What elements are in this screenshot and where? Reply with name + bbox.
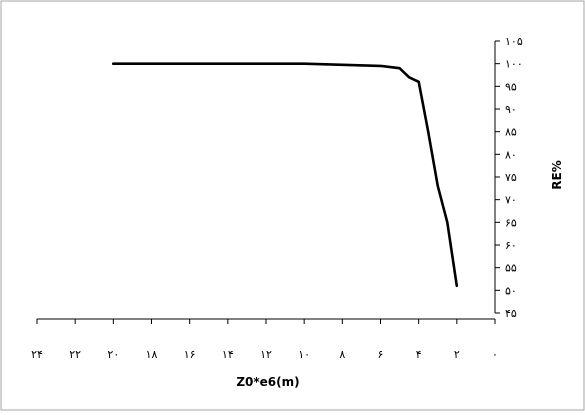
y-tick-label: ۸۵ — [505, 126, 517, 139]
x-tick-label: ۲۰ — [107, 348, 119, 361]
y-axis-label: RE% — [550, 160, 564, 189]
data-point — [399, 67, 401, 69]
data-point — [418, 81, 420, 83]
y-tick-label: ۵۰ — [505, 284, 517, 297]
y-tick-label: ۸۰ — [505, 148, 517, 161]
x-tick-label: ۶ — [378, 348, 384, 361]
data-point — [303, 63, 305, 65]
y-tick-label: ۹۰ — [505, 103, 517, 116]
y-tick-label: ۱۰۵ — [505, 35, 523, 48]
x-tick-label: ۰ — [492, 348, 498, 361]
x-tick-label: ۴ — [416, 348, 422, 361]
x-tick-label: ۲۴ — [31, 348, 43, 361]
x-axis-label: Z0*e6(m) — [236, 375, 299, 389]
x-tick-label: ۱۸ — [146, 348, 158, 361]
y-axis: ۱۰۵ ۱۰۰ ۹۵ ۹۰ ۸۵ ۸۰ ۷۵ ۷۰ ۶۵ ۶۰ ۵۵ ۵۰ ۴۵ — [494, 35, 523, 320]
series-layer — [112, 62, 459, 288]
y-tick-label: ۹۵ — [505, 80, 517, 93]
data-point — [380, 65, 382, 67]
x-tick-label: ۸ — [339, 348, 345, 361]
data-point — [113, 63, 115, 65]
y-tick-label: ۶۰ — [505, 239, 517, 252]
y-tick-label: ۷۵ — [505, 171, 517, 184]
data-point — [437, 185, 439, 187]
x-tick-label: ۲۲ — [69, 348, 81, 361]
x-axis: ۲۴ ۲۲ ۲۰ ۱۸ ۱۶ ۱۴ ۱۲ ۱۰ ۸ ۶ ۴ ۲ ۰ — [31, 318, 498, 361]
x-tick-label: ۱۶ — [184, 348, 196, 361]
x-tick-label: ۱۴ — [222, 348, 234, 361]
y-tick-label: ۱۰۰ — [505, 58, 523, 71]
data-point — [427, 131, 429, 133]
y-tick-label: ۶۵ — [505, 216, 517, 229]
x-tick-label: ۱۲ — [260, 348, 272, 361]
data-point — [408, 76, 410, 78]
x-tick-label: ۱۰ — [298, 348, 310, 361]
data-point — [446, 222, 448, 224]
y-tick-label: ۴۵ — [505, 307, 517, 320]
x-tick-label: ۲ — [454, 348, 460, 361]
data-point — [456, 285, 458, 287]
series-line-0 — [112, 62, 459, 288]
y-tick-label: ۵۵ — [505, 262, 517, 275]
y-tick-label: ۷۰ — [505, 194, 517, 207]
